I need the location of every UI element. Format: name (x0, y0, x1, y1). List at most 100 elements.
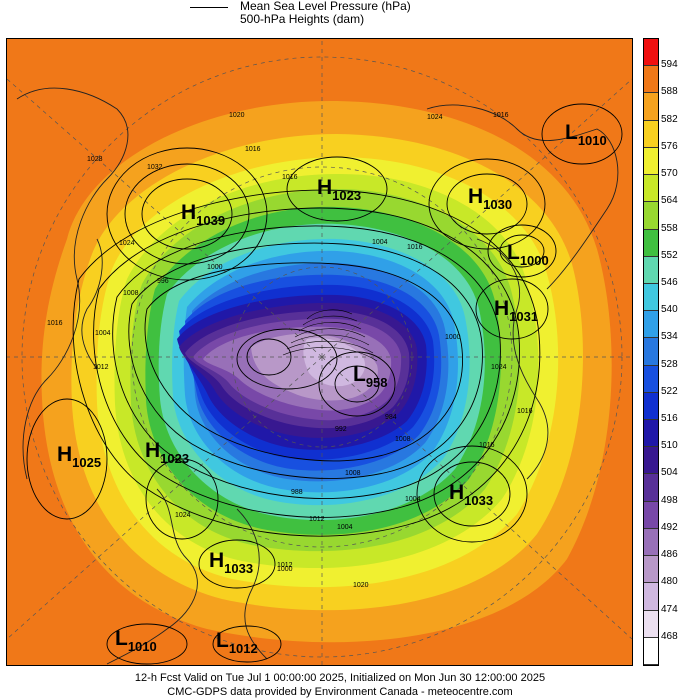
colorbar-label: 492 (661, 521, 678, 533)
isobar (334, 365, 380, 403)
center-value: 1012 (229, 641, 258, 656)
legend-mslp-label: Mean Sea Level Pressure (hPa) (240, 0, 411, 13)
isobar-label: 1016 (493, 112, 509, 119)
isobar (212, 625, 282, 663)
isobar-label: 1024 (491, 364, 507, 371)
isobar-label: 1016 (245, 146, 261, 153)
center-letter: H (449, 481, 464, 504)
isobar-label: 1008 (123, 290, 139, 297)
center-letter: L (115, 627, 128, 650)
isobar (541, 103, 623, 165)
isobar (236, 328, 338, 390)
isobar-label: 1024 (175, 512, 191, 519)
isobar-label: 1016 (47, 320, 63, 327)
meridian (321, 356, 632, 640)
isobar (26, 398, 108, 520)
graticule (7, 39, 632, 665)
isobar (128, 242, 483, 479)
center-value: 1000 (520, 253, 549, 268)
coastline (81, 238, 103, 370)
center-letter: H (57, 443, 72, 466)
colorbar-label: 498 (661, 494, 678, 506)
isobar-label: 1004 (405, 496, 421, 503)
meridian (7, 356, 323, 640)
isobar-labels: 1020 1016 1016 1028 1032 1024 1016 1004 … (47, 112, 533, 589)
isobar (446, 173, 528, 235)
map-panel: 1020 1016 1016 1028 1032 1024 1016 1004 … (6, 38, 633, 666)
isobar-label: 996 (157, 278, 169, 285)
colorbar-swatch (644, 39, 658, 67)
colorbar-label: 534 (661, 331, 678, 343)
isobar (428, 158, 546, 250)
colorbar-label: 558 (661, 222, 678, 234)
isobar (106, 147, 268, 281)
isobar (290, 334, 370, 346)
isobar-label: 1016 (407, 244, 423, 251)
colorbar-swatch (644, 202, 658, 230)
isobars (26, 103, 623, 665)
pressure-center-high: H1039 (181, 201, 225, 228)
coastline (476, 238, 549, 480)
colorbar-label: 540 (661, 304, 678, 316)
pressure-center-high: H1033 (449, 481, 493, 508)
coastlines (16, 87, 619, 665)
pressure-center-high: H1031 (494, 297, 538, 324)
colorbar-swatch (644, 365, 658, 393)
center-value: 1010 (128, 639, 157, 654)
isobar-label: 1016 (282, 174, 298, 181)
colorbar-swatch (644, 256, 658, 284)
pressure-center-low: L1010 (115, 627, 157, 654)
colorbar-swatch (644, 66, 658, 94)
center-value: 1039 (196, 213, 225, 228)
colorbar-label: 528 (661, 358, 678, 370)
meridian (7, 78, 323, 358)
colorbar-swatch (644, 120, 658, 148)
isobar-label: 1004 (372, 239, 388, 246)
colorbar-swatch (644, 175, 658, 203)
pressure-center-high: H1033 (209, 549, 253, 576)
center-letter: L (353, 363, 366, 386)
isobar-label: 1000 (445, 334, 461, 341)
isobar (475, 278, 549, 340)
colorbar-label: 564 (661, 195, 678, 207)
coastline (16, 87, 129, 480)
center-letter: H (468, 185, 483, 208)
pressure-center-high: H1030 (468, 185, 512, 212)
colorbar-label: 588 (661, 86, 678, 98)
isobar-label: 1024 (119, 240, 135, 247)
colorbar-swatch (644, 93, 658, 121)
center-value: 1023 (332, 188, 361, 203)
colorbar-swatch (644, 447, 658, 475)
isobar (72, 189, 541, 537)
colorbar-swatch (644, 420, 658, 448)
isobar-label: 992 (335, 426, 347, 433)
isobar (286, 156, 388, 222)
isobar (286, 340, 374, 354)
center-value: 1010 (578, 133, 607, 148)
pressure-center-high: H1025 (57, 443, 101, 470)
center-letter: H (209, 549, 224, 572)
isobar (294, 328, 366, 338)
footer-credit: CMC-GDPS data provided by Environment Ca… (167, 686, 513, 698)
isobar (246, 338, 292, 376)
isobar-label: 1024 (427, 114, 443, 121)
lat-circle (131, 166, 513, 548)
center-letter: H (317, 176, 332, 199)
coastline (236, 508, 268, 660)
colorbar-swatch (644, 501, 658, 529)
colorbar-label: 594 (661, 59, 678, 71)
isobar (433, 461, 511, 527)
colorbar-swatch (644, 147, 658, 176)
isobar-label: 1004 (337, 524, 353, 531)
isobar (112, 225, 501, 500)
center-value: 1033 (224, 561, 253, 576)
isobar-label: 1016 (479, 442, 495, 449)
colorbar-swatch (644, 528, 658, 557)
legend-height-label: 500-hPa Heights (dam) (240, 12, 365, 26)
colorbar-swatch (644, 637, 658, 665)
isobar-label: 1028 (87, 156, 103, 163)
colorbar-label: 522 (661, 385, 678, 397)
colorbar-swatch (644, 474, 658, 502)
center-letter: H (494, 297, 509, 320)
isobar-label: 1012 (277, 562, 293, 569)
